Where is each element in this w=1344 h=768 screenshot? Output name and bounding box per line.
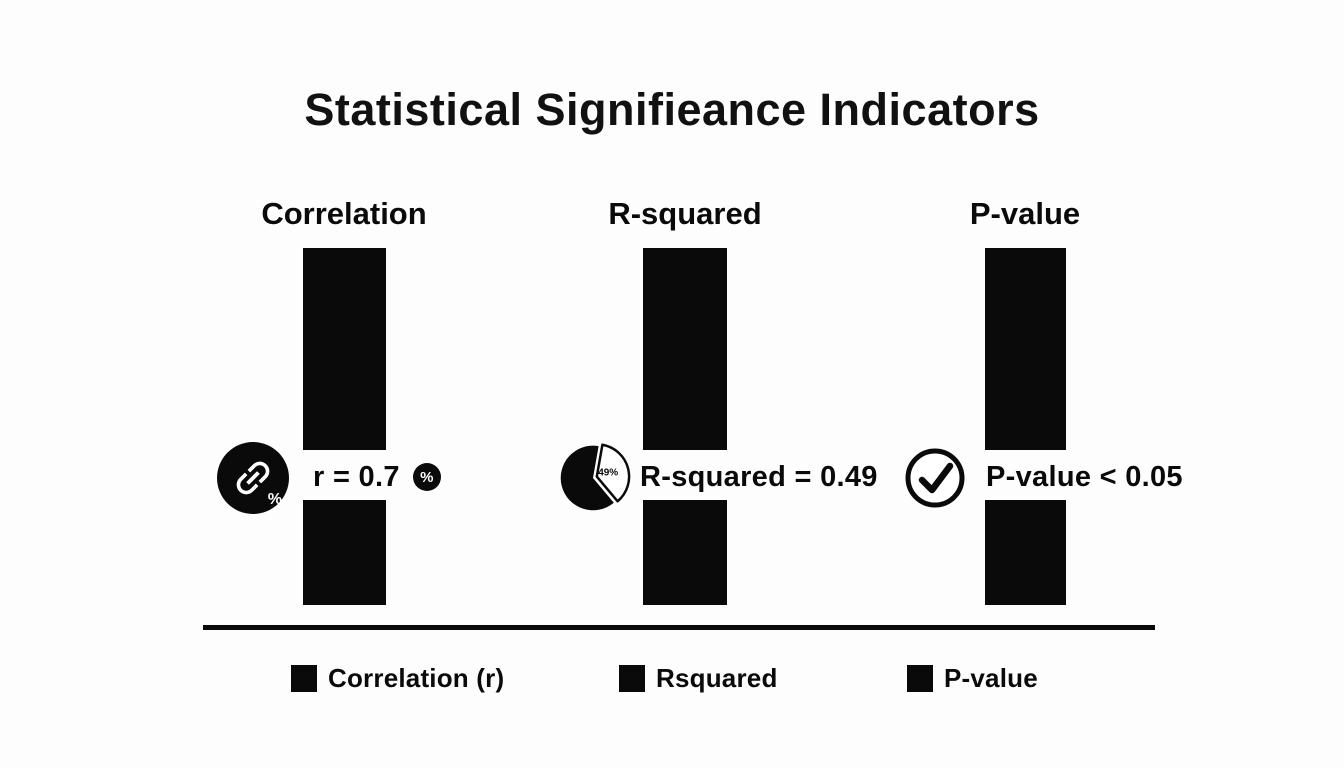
correlation-bar-lower: [303, 500, 386, 605]
legend-swatch-correlation: [291, 664, 317, 692]
check-circle-icon: [905, 448, 965, 508]
pie-chart-icon: 49%: [560, 443, 631, 511]
p-value-bar-upper: [985, 248, 1066, 450]
link-percent-icon: %: [217, 442, 289, 514]
correlation-value-label: r = 0.7: [313, 460, 400, 493]
legend-label-p-value: P-value: [944, 662, 1038, 693]
page-title: Statistical Signifieance Indicators: [304, 84, 1040, 135]
legend-item-rsquared: Rsquared: [619, 663, 778, 693]
percent-badge-icon: %: [412, 463, 441, 491]
correlation-value-row: r = 0.7 %: [313, 460, 441, 494]
legend-item-correlation: Correlation (r): [291, 663, 504, 693]
legend-swatch-rsquared: [619, 664, 645, 692]
r-squared-value-label: R-squared = 0.49: [640, 460, 878, 493]
column-header-correlation: Correlation: [261, 196, 427, 231]
r-squared-bar-upper: [643, 248, 727, 450]
percent-badge-glyph: %: [420, 468, 434, 486]
p-value-bar-lower: [985, 500, 1066, 605]
pie-wedge-label: 49%: [598, 468, 618, 479]
baseline-divider: [203, 625, 1155, 630]
p-value-value-label: P-value < 0.05: [986, 460, 1183, 493]
link-icon-percent-glyph: %: [267, 491, 282, 508]
legend-label-rsquared: Rsquared: [656, 662, 778, 693]
p-value-value-row: P-value < 0.05: [986, 460, 1183, 494]
r-squared-bar-lower: [643, 500, 727, 605]
column-header-r-squared: R-squared: [608, 196, 762, 231]
legend-label-correlation: Correlation (r): [328, 662, 505, 693]
column-header-p-value: P-value: [969, 196, 1081, 231]
r-squared-value-row: R-squared = 0.49: [640, 460, 878, 494]
legend-item-p-value: P-value: [907, 663, 1038, 693]
correlation-bar-upper: [303, 248, 386, 450]
legend-swatch-p-value: [907, 664, 933, 692]
